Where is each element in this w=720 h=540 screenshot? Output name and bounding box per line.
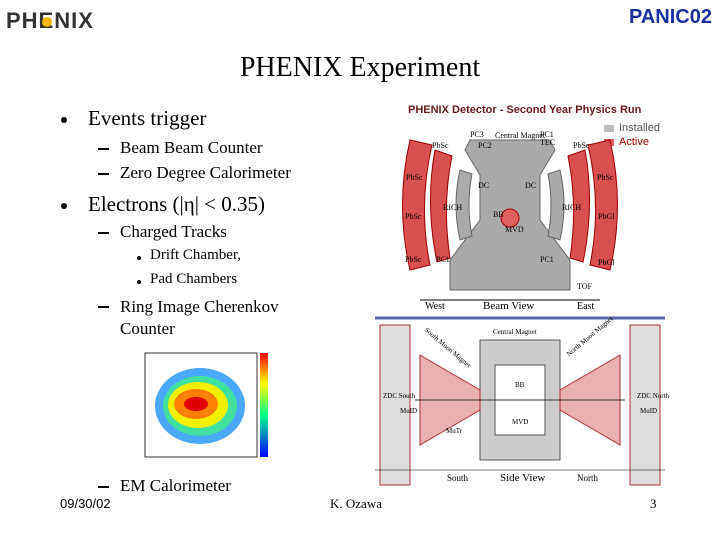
diagram-label: PC1 [540,130,554,139]
legend-label: Installed [619,122,660,134]
footer-date: 09/30/02 [60,496,111,511]
sub-bullet-text: Zero Degree Calorimeter [120,163,291,182]
diagram-label: MVD [505,225,524,234]
direction-label: West [425,301,445,312]
bullet-text: Electrons (|η| < 0.35) [88,192,266,216]
diagram-label: MuID [640,407,658,415]
diagram-label: MVD [512,418,529,426]
bullet [61,117,67,123]
diagram-label: PbSc [432,141,449,150]
dash [98,232,109,234]
diagram-label: Central Magnet [495,131,545,140]
diagram-label: TEC [540,138,556,147]
diagram-label: PC1 [540,255,554,264]
diagram-label: PbSc [405,212,422,221]
sub-bullet-text: EM Calorimeter [120,476,231,495]
bullet [137,256,141,260]
logo-star [42,17,52,27]
diagram-label: PbSc [597,173,614,182]
footer-author: K. Ozawa [330,496,382,511]
sub-bullet-text: Charged Tracks [120,222,227,241]
dash [98,486,109,488]
diagram-label: PC2 [478,141,492,150]
figure-title: PHENIX Detector - Second Year Physics Ru… [408,104,642,116]
diagram-label: RICH [443,203,463,212]
diagram-label: DC [478,181,490,190]
diagram-label: ZDC North [637,392,670,400]
diagram-label: ZDC South [383,392,416,400]
page-number: 3 [650,496,657,511]
diagram-label: PbGl [598,212,615,221]
diagram-label: MuTr [446,427,463,435]
bullet [61,203,67,209]
side-view-diagram [375,316,665,486]
slide-title: PHENIX Experiment [239,52,481,83]
sub-bullet-text: Ring Image Cherenkov Counter [120,297,279,338]
ring-image-plot [144,352,268,458]
diagram-label: BB [515,381,525,389]
sub-bullet-text: Beam Beam Counter [120,138,263,157]
diagram-label: PbSc [573,141,590,150]
diagram-label: MuID [400,407,418,415]
dash [98,306,109,308]
sub-sub-bullet-text: Drift Chamber, [150,247,242,263]
diagram-label: PbSc [405,255,422,264]
dash [98,148,109,150]
direction-label: North [577,473,598,483]
bullet-text: Events trigger [88,106,207,130]
diagram-label: Central Magnet [493,328,537,336]
diagram-label: BB [493,210,504,219]
diagram-label: DC [525,181,537,190]
diagram-label: PbGl [598,258,615,267]
direction-label: South [447,473,469,483]
direction-label: East [577,301,595,312]
diagram-label: PbSc [406,173,423,182]
diagram-label: PC3 [470,130,484,139]
diagram-label: TOF [577,282,592,291]
legend-label: Active [619,136,649,148]
conference: PANIC02 [629,6,712,28]
diagram-label: RICH [562,203,582,212]
beam-view-diagram [402,125,618,301]
dash [98,173,109,175]
diagram-label: PC1 [436,255,450,264]
figure-caption: Beam View [483,300,535,312]
bullet [137,280,141,284]
sub-sub-bullet-text: Pad Chambers [150,271,238,287]
figure-caption: Side View [500,472,546,484]
